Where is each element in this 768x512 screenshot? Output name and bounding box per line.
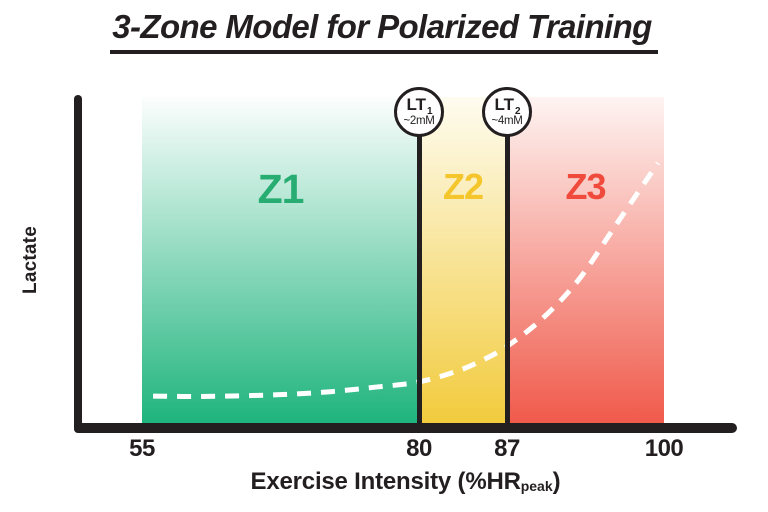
x-tick-100: 100	[644, 435, 684, 462]
hr-peak-subscript: peak	[520, 478, 553, 494]
lt2-label: LT	[494, 95, 514, 115]
zone-z3-label: Z3	[565, 166, 606, 207]
page-title: 3-Zone Model for Polarized Training	[110, 8, 658, 54]
x-axis-line	[74, 423, 737, 433]
lt1-marker-line	[416, 112, 422, 423]
lt1-label-subscript: 1	[426, 106, 433, 118]
zone-z1: Z1	[142, 97, 419, 423]
zone-z3: Z3	[507, 97, 664, 423]
lt2-label-subscript: 2	[514, 106, 521, 118]
zone-z1-label: Z1	[257, 166, 305, 212]
y-axis-line	[74, 95, 82, 433]
lt2-concentration: ~4mM	[491, 115, 523, 128]
x-tick-87: 87	[494, 435, 520, 462]
x-axis-label-prefix: Exercise Intensity (%HR	[250, 468, 521, 495]
lactate-axis-label: Lactate	[20, 226, 41, 294]
x-tick-55: 55	[129, 435, 155, 462]
lactate-axis-label-wrap: Lactate	[14, 97, 48, 423]
zone-z2-label: Z2	[442, 166, 484, 207]
lt1-concentration: ~2mM	[403, 115, 435, 128]
zone-z2: Z2	[419, 97, 507, 423]
lt1-label: LT	[406, 95, 426, 115]
x-tick-80: 80	[406, 435, 432, 462]
exercise-intensity-label: Exercise Intensity (%HRpeak)	[74, 468, 737, 496]
x-axis-label-suffix: )	[552, 468, 561, 495]
title-bar: 3-Zone Model for Polarized Training	[0, 8, 768, 54]
lt1-marker-circle: LT1 ~2mM	[394, 87, 444, 137]
lt2-marker-circle: LT2 ~4mM	[482, 87, 532, 137]
lt2-marker-line	[504, 112, 510, 423]
